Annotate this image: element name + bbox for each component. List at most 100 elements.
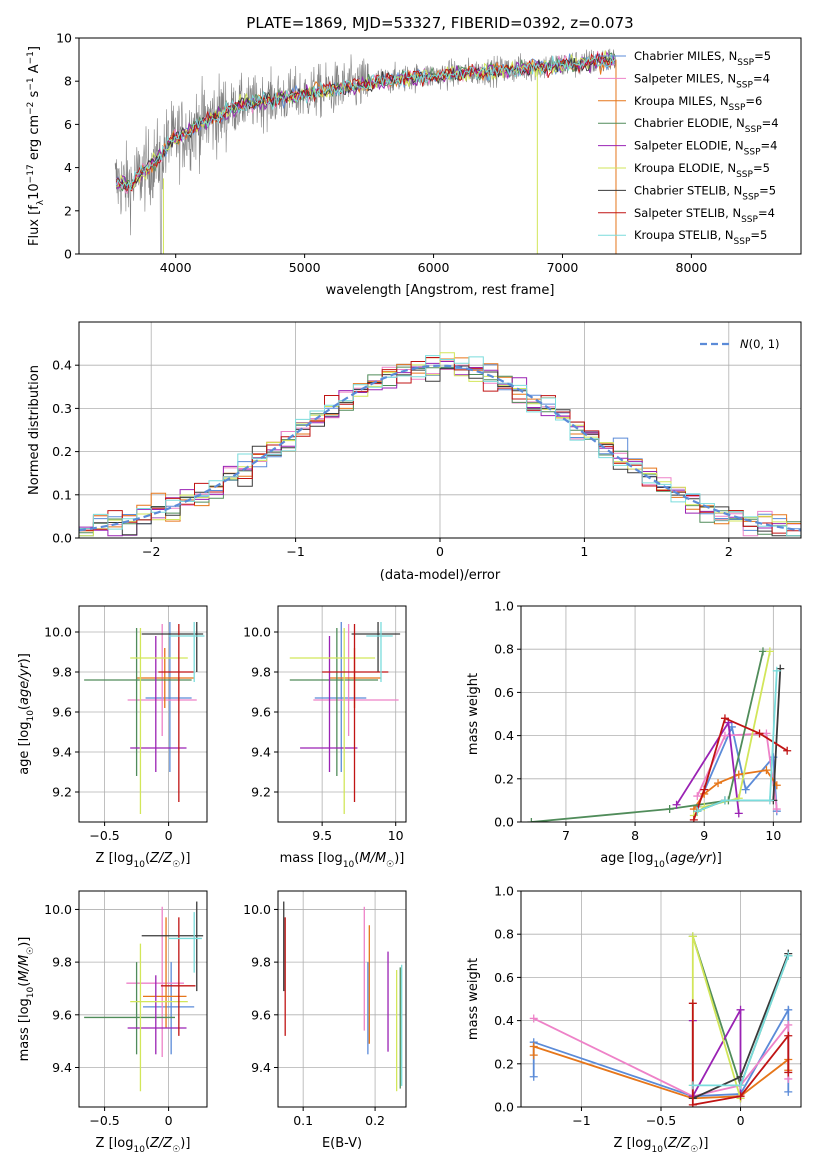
figure-title: PLATE=1869, MJD=53327, FIBERID=0392, z=0…: [246, 14, 633, 32]
weight-marker: [784, 1005, 793, 1014]
x-tick-label: 9.5: [312, 828, 332, 843]
plot-area: [114, 48, 617, 254]
panel-residuals: −2 −1 0 1 2 0.0 0.1 0.2 0.3 0.4 N(0, 1) (data-model…: [27, 321, 802, 583]
x-axis-label: Z [log10(Z/Z☉)]: [96, 851, 191, 870]
weight-marker: [720, 714, 729, 723]
plot-area: [283, 901, 403, 1092]
plot-area: [84, 622, 205, 814]
x-tick-label: 0: [737, 1113, 745, 1128]
y-tick-label: 10: [56, 31, 72, 46]
x-tick-label: 1: [580, 544, 588, 559]
y-tick-label: 9.8: [52, 955, 72, 970]
y-tick-label: 0.4: [494, 1013, 514, 1028]
panel-mass_vs_Z: −0.5 0 9.4 9.6 9.8 10.0 Z [log10(Z/Z☉)] mass [l…: [17, 890, 208, 1155]
weight-line: [696, 670, 778, 813]
y-tick-label: 9.8: [52, 665, 72, 680]
y-tick-label: 0.4: [494, 728, 514, 743]
x-tick-label: −0.5: [89, 828, 119, 843]
weight-marker: [784, 1031, 793, 1040]
legend-label: Salpeter MILES, NSSP=4: [634, 71, 770, 90]
y-tick-label: 0.4: [52, 358, 72, 373]
y-tick-label: 0.1: [52, 487, 72, 502]
y-tick-label: 9.6: [251, 1007, 271, 1022]
plot-area: [289, 622, 401, 814]
y-tick-label: 0.2: [52, 444, 72, 459]
y-tick-label: 0.6: [494, 685, 514, 700]
y-axis-label: mass weight: [466, 673, 481, 755]
weight-marker: [693, 792, 702, 801]
panel-spectrum: 4000 5000 6000 7000 8000 0 2 4 6 8 10 Chabrier MILE…: [26, 31, 802, 298]
weight-marker: [720, 796, 729, 805]
x-axis-label: mass [log10(M/M☉)]: [280, 851, 405, 870]
y-tick-label: 10.0: [243, 625, 271, 640]
y-tick-label: 9.2: [52, 785, 72, 800]
y-axis-label: mass [log10(M/M☉)]: [17, 937, 36, 1062]
weight-marker: [700, 785, 709, 794]
weight-marker: [688, 1081, 697, 1090]
weight-marker: [784, 951, 793, 960]
x-tick-label: −0.5: [89, 1113, 119, 1128]
legend-label: Chabrier ELODIE, NSSP=4: [634, 116, 779, 135]
y-tick-label: 10.0: [44, 902, 72, 917]
x-tick-label: 7000: [547, 260, 579, 275]
panel-weight_vs_age: 7 8 9 10 0.0 0.2 0.4 0.6 0.8 1.0 age [log10(age/yr…: [466, 599, 802, 870]
y-tick-label: 0.3: [52, 401, 72, 416]
x-tick-label: 7: [562, 828, 570, 843]
y-tick-label: 9.6: [52, 1007, 72, 1022]
y-tick-label: 2: [64, 203, 72, 218]
y-tick-label: 0.6: [494, 970, 514, 985]
x-axis-label: E(B-V): [322, 1136, 362, 1151]
weight-marker: [688, 932, 697, 941]
x-axis-label: (data-model)/error: [380, 568, 501, 583]
y-axis-label: age [log10(age/yr)]: [17, 653, 36, 775]
weight-marker: [784, 1068, 793, 1077]
x-tick-label: 4000: [160, 260, 192, 275]
weight-marker: [755, 729, 764, 738]
y-tick-label: 9.8: [251, 955, 271, 970]
weight-marker: [762, 766, 771, 775]
x-tick-label: 10: [388, 828, 404, 843]
x-tick-label: 6000: [418, 260, 450, 275]
weight-marker: [765, 647, 774, 656]
y-tick-label: 9.2: [251, 785, 271, 800]
y-tick-label: 1.0: [494, 884, 514, 899]
y-tick-label: 0.0: [494, 815, 514, 830]
weight-marker: [665, 805, 674, 814]
x-tick-label: 8: [631, 828, 639, 843]
weight-marker: [527, 818, 536, 822]
weight-marker: [741, 785, 750, 794]
histogram-step: [79, 355, 801, 537]
x-tick-label: −0.5: [646, 1113, 676, 1128]
weight-marker: [758, 647, 767, 656]
plot-area: [529, 932, 793, 1107]
y-tick-label: 0: [64, 247, 72, 262]
legend-label: Chabrier STELIB, NSSP=5: [634, 183, 776, 202]
weight-marker: [736, 1081, 745, 1090]
x-tick-label: 0.1: [293, 1113, 313, 1128]
plot-area: [79, 352, 801, 537]
weight-marker: [772, 805, 781, 814]
x-tick-label: −1: [286, 544, 304, 559]
x-tick-label: 2: [725, 544, 733, 559]
legend-label: Kroupa STELIB, NSSP=5: [634, 228, 767, 247]
weight-marker: [529, 1014, 538, 1023]
y-tick-label: 9.4: [52, 745, 72, 760]
x-tick-label: 0: [436, 544, 444, 559]
y-tick-label: 0.0: [52, 531, 72, 546]
weight-marker: [720, 731, 729, 740]
weight-marker: [772, 666, 781, 675]
axes-frame: [277, 890, 407, 1108]
y-tick-label: 9.4: [251, 745, 271, 760]
weight-marker: [784, 1020, 793, 1029]
x-tick-label: 8000: [676, 260, 708, 275]
y-tick-label: 1.0: [494, 599, 514, 614]
y-tick-label: 0.0: [494, 1100, 514, 1115]
weight-marker: [765, 796, 774, 805]
legend-label: Salpeter ELODIE, NSSP=4: [634, 139, 777, 158]
y-tick-label: 0.8: [494, 927, 514, 942]
axes-frame: [78, 890, 208, 1108]
y-tick-label: 6: [64, 117, 72, 132]
axes-frame: [277, 605, 407, 823]
panel-weight_vs_Z: −1 −0.5 0 0.0 0.2 0.4 0.6 0.8 1.0 Z [log10(Z/Z☉)]…: [466, 884, 802, 1155]
